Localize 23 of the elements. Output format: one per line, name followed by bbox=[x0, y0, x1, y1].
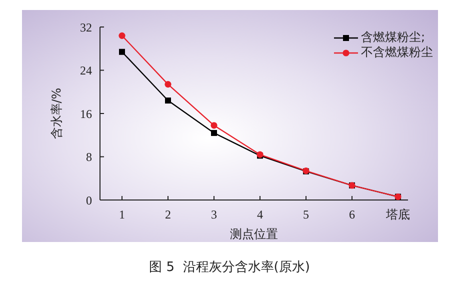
text: 图 5 沿程灰分含水率(原水) bbox=[148, 259, 311, 276]
point bbox=[119, 48, 125, 55]
x-tick-label: 塔底 bbox=[385, 208, 410, 222]
x-tick-label: 2 bbox=[165, 208, 171, 222]
legend-label: 含燃煤粉尘; bbox=[361, 30, 426, 45]
x-tick-label: 6 bbox=[349, 208, 355, 222]
point bbox=[164, 81, 172, 88]
x-tick-label: 1 bbox=[119, 208, 125, 222]
point bbox=[211, 130, 217, 136]
y-axis-title: 含水率/% bbox=[49, 88, 64, 140]
x-tick-label: 4 bbox=[257, 208, 263, 222]
y-tick-label: 32 bbox=[80, 20, 92, 34]
x-axis-title: 测点位置 bbox=[230, 227, 278, 241]
y-tick-label: 16 bbox=[80, 106, 92, 121]
y-tick-label: 24 bbox=[80, 64, 92, 78]
legend-label: 不含燃煤粉尘 bbox=[361, 45, 433, 60]
y-tick-label: 0 bbox=[86, 193, 92, 208]
y-tick-label: 8 bbox=[86, 150, 92, 164]
point bbox=[210, 122, 218, 129]
x-tick-label: 5 bbox=[303, 208, 309, 222]
point bbox=[118, 32, 126, 39]
point bbox=[165, 98, 171, 104]
x-tick-label: 3 bbox=[211, 208, 217, 222]
